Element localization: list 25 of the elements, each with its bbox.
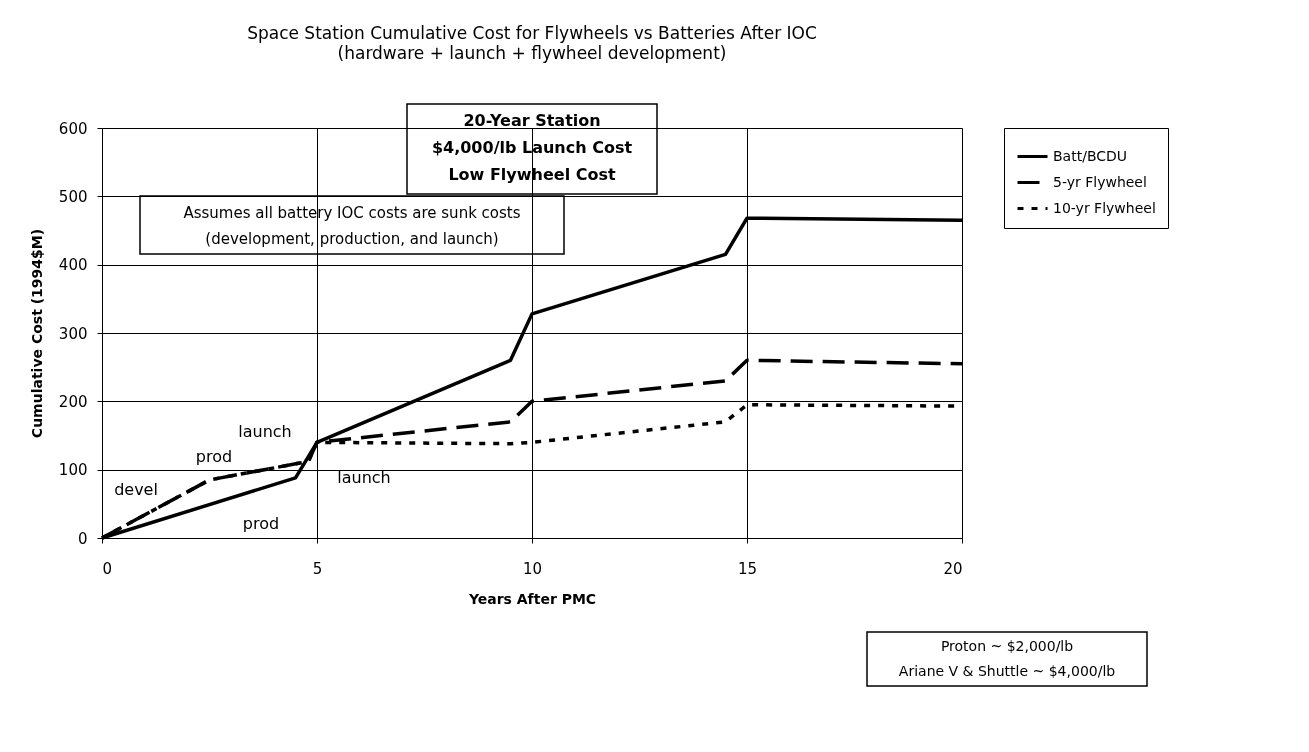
annotation: prod <box>195 447 233 466</box>
text: Proton ~ $2,000/lb Ariane V & Shuttle ~ $4,000/lb <box>898 638 1116 679</box>
legend-label: 10-yr Flywheel <box>1053 199 1156 216</box>
chart-title: Space Station Cumulative Cost for Flywheels vs Batteries After IOC <box>247 23 817 44</box>
annotation: launch <box>337 468 391 487</box>
x-axis-title: Years After PMC <box>467 590 597 607</box>
x-tick-label: 20 <box>943 559 963 578</box>
x-tick-label: 10 <box>522 559 543 578</box>
y-tick-label: 100 <box>58 461 88 480</box>
y-tick-label: 500 <box>58 187 88 206</box>
y-tick-label: 0 <box>77 529 88 548</box>
x-tick-label: 5 <box>312 559 323 578</box>
y-tick-label: 600 <box>58 119 88 138</box>
x-tick-label: 0 <box>102 559 113 578</box>
y-tick-label: 400 <box>58 256 88 275</box>
chart-subtitle: (hardware + launch + flywheel development) <box>337 43 727 64</box>
y-axis-title: Cumulative Cost (1994$M) <box>28 228 45 439</box>
legend-label: Batt/BCDU <box>1053 147 1128 164</box>
annotation: launch <box>238 422 292 441</box>
annotation: prod <box>242 514 280 533</box>
x-tick-label: 15 <box>737 559 758 578</box>
y-tick-label: 200 <box>58 392 88 411</box>
legend-label: 5-yr Flywheel <box>1053 173 1147 190</box>
annotation: devel <box>114 480 158 499</box>
y-tick-label: 300 <box>58 324 88 343</box>
